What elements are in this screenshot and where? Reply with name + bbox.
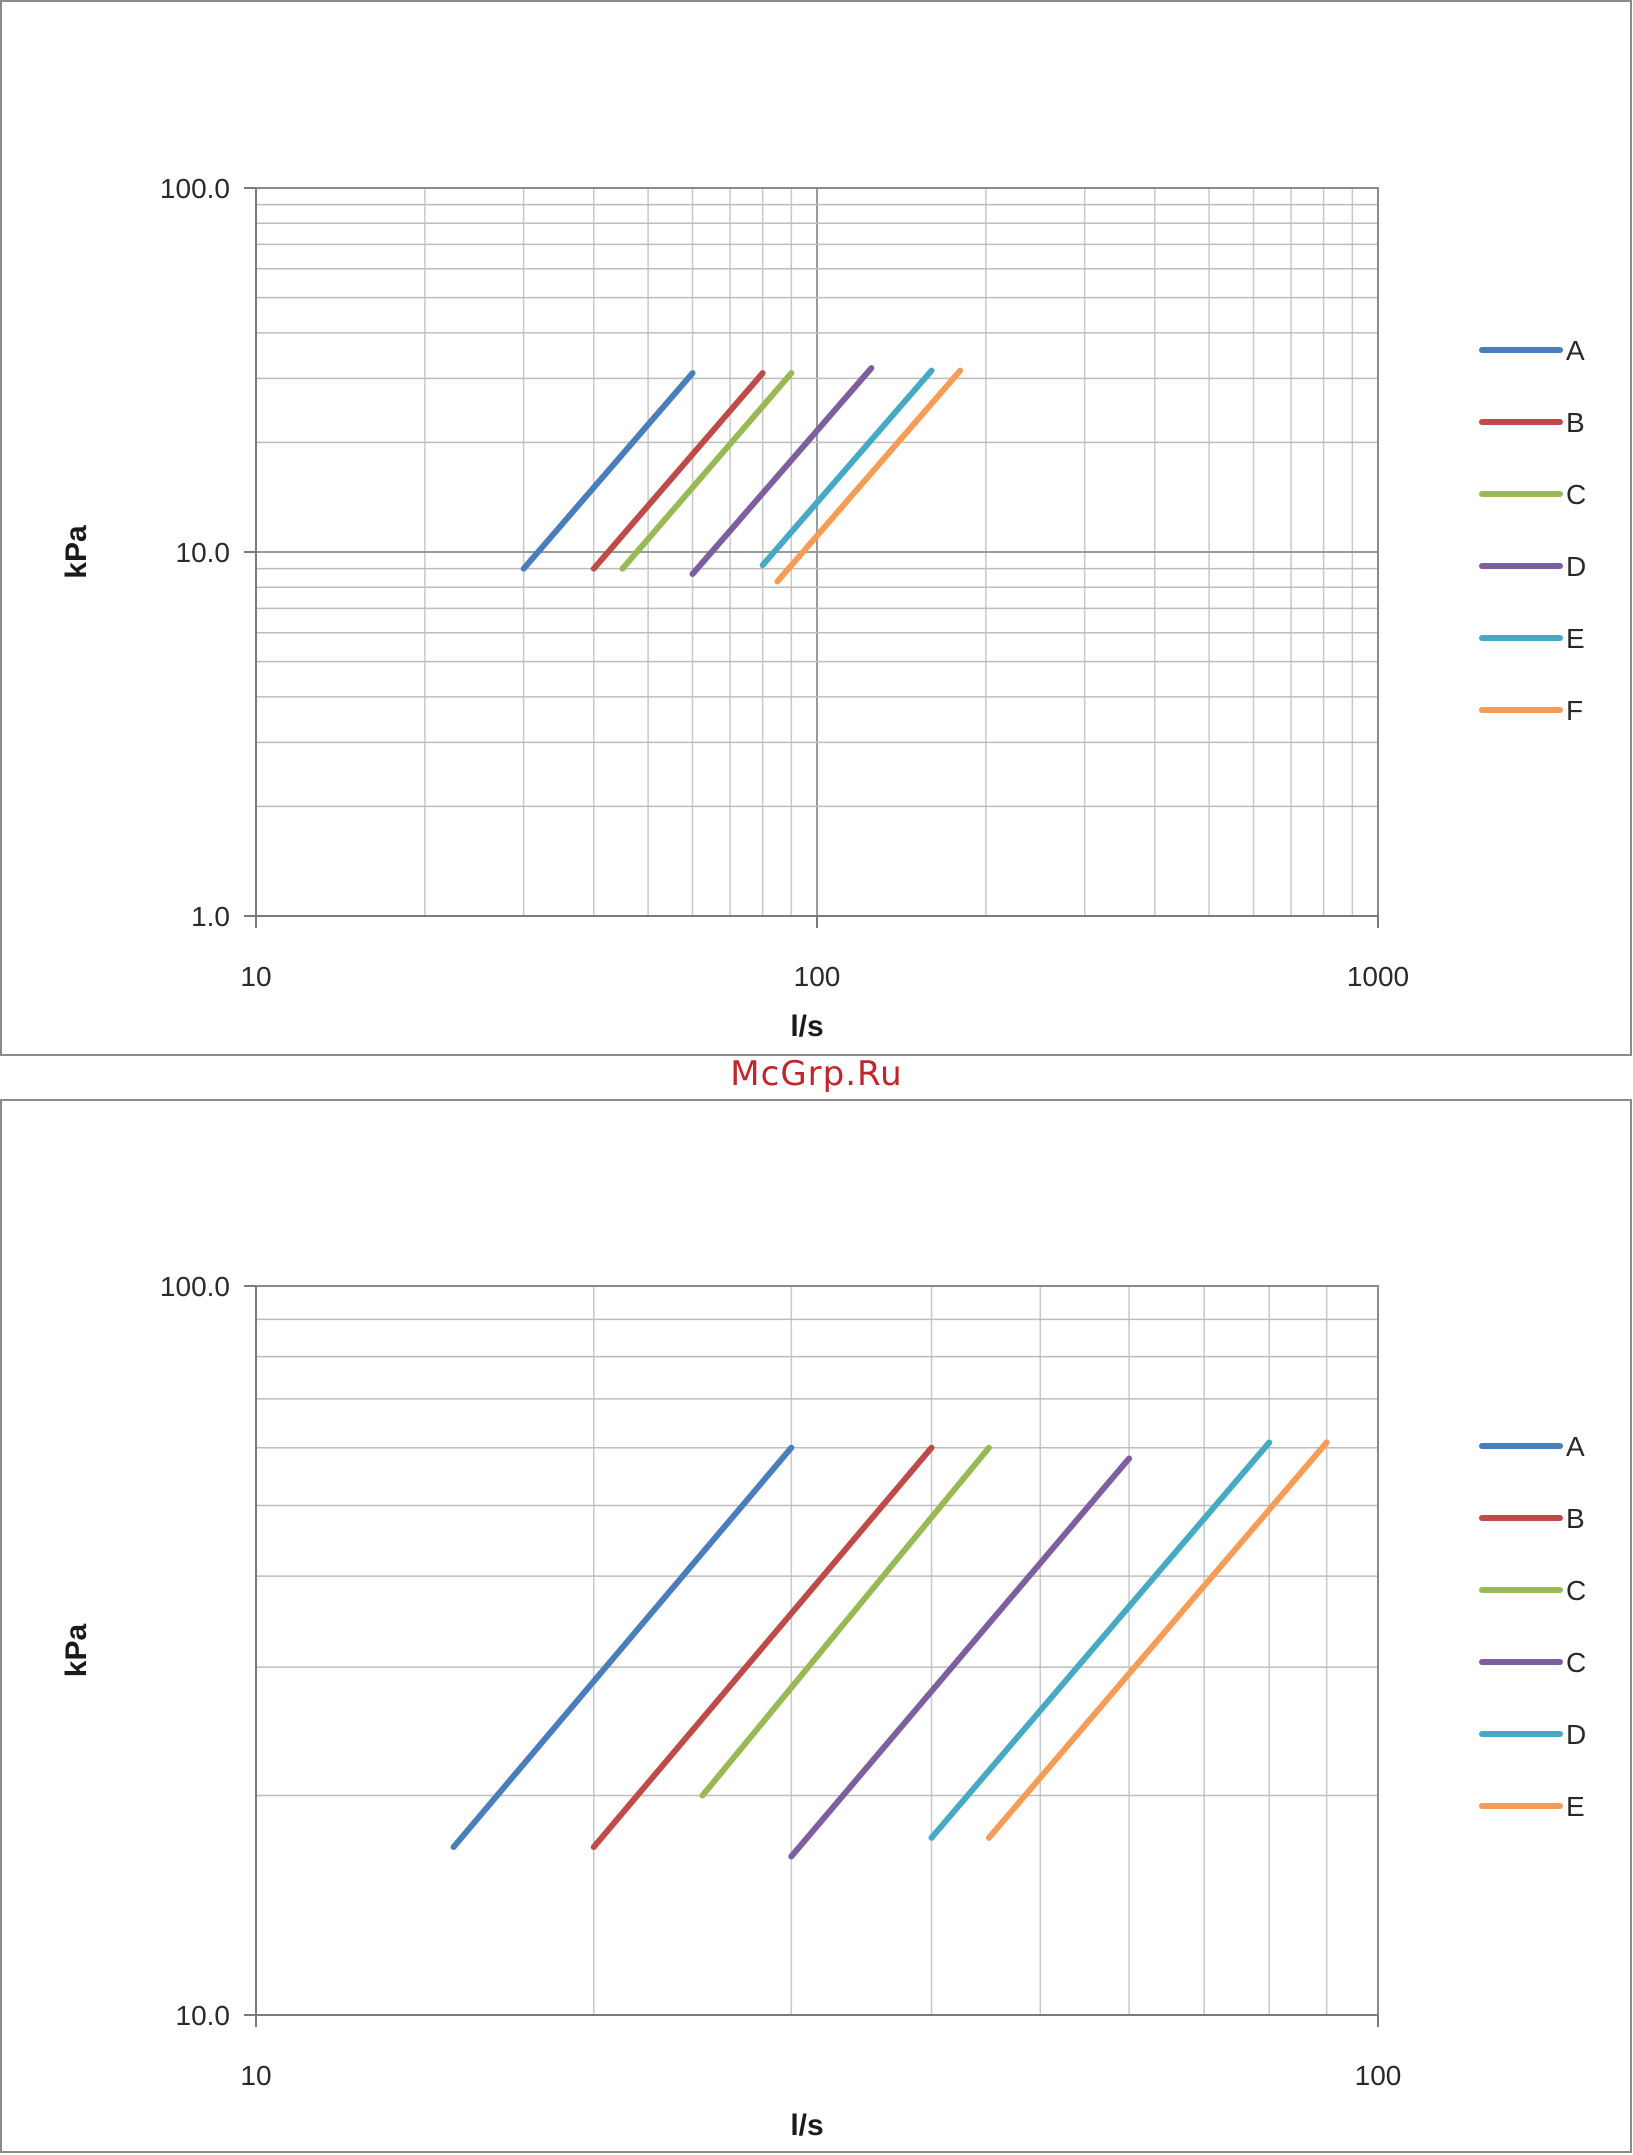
x-tick-label: 1000 — [1347, 961, 1409, 992]
legend-label: A — [1566, 335, 1585, 366]
series-line-6 — [774, 367, 964, 585]
legend-label: E — [1566, 623, 1585, 654]
series-line-2 — [590, 1444, 935, 1851]
y-axis-title: kPa — [60, 1624, 93, 1678]
y-tick-label: 10.0 — [176, 537, 231, 568]
series-line-2 — [590, 370, 766, 572]
chart-panel-top: 100.0 10.0 1.0 10 100 1000 l/s kPa A B C D E F — [0, 0, 1632, 1056]
x-tick-label: 10 — [240, 2060, 271, 2091]
legend: A B C C D E — [1479, 1431, 1586, 1822]
chart-top: 100.0 10.0 1.0 10 100 1000 l/s kPa A B C D E F — [60, 173, 1586, 1043]
y-tick-label: 100.0 — [160, 173, 230, 204]
y-tick-label: 10.0 — [176, 2000, 231, 2031]
series-line-5 — [928, 1439, 1273, 1841]
x-axis-title: l/s — [790, 2109, 823, 2142]
x-tick-label: 100 — [1355, 2060, 1402, 2091]
series-group — [450, 1439, 1330, 1860]
series-line-3 — [619, 370, 795, 572]
legend-label: B — [1566, 407, 1585, 438]
y-tick-label: 100.0 — [160, 1271, 230, 1302]
series-group — [520, 365, 964, 585]
plot-area — [255, 1285, 1379, 2016]
gridlines — [255, 1286, 1378, 2016]
chart-bottom: 100.0 10.0 10 100 l/s kPa A B C C D E — [60, 1271, 1586, 2142]
legend-label: C — [1566, 1575, 1586, 1606]
legend-label: C — [1566, 479, 1586, 510]
x-axis-title: l/s — [790, 1010, 823, 1043]
y-tick-label: 1.0 — [191, 901, 230, 932]
watermark-text: McGrp.Ru — [730, 1054, 903, 1094]
legend-label: D — [1566, 1719, 1586, 1750]
legend-label: E — [1566, 1791, 1585, 1822]
series-line-1 — [450, 1444, 795, 1851]
legend-label: A — [1566, 1431, 1585, 1462]
legend: A B C D E F — [1479, 335, 1586, 726]
legend-label: D — [1566, 551, 1586, 582]
y-axis-title: kPa — [60, 525, 93, 579]
series-line-4 — [788, 1455, 1133, 1860]
x-tick-label: 10 — [240, 961, 271, 992]
series-line-6 — [985, 1439, 1330, 1841]
series-line-4 — [689, 365, 875, 578]
x-tick-label: 100 — [794, 961, 841, 992]
legend-label: B — [1566, 1503, 1585, 1534]
legend-label: C — [1566, 1647, 1586, 1678]
gridlines — [255, 188, 1378, 917]
series-line-3 — [699, 1444, 992, 1799]
series-line-5 — [759, 367, 935, 569]
chart-panel-bottom: 100.0 10.0 10 100 l/s kPa A B C C D E — [0, 1099, 1632, 2153]
series-line-1 — [520, 370, 696, 572]
legend-label: F — [1566, 695, 1583, 726]
